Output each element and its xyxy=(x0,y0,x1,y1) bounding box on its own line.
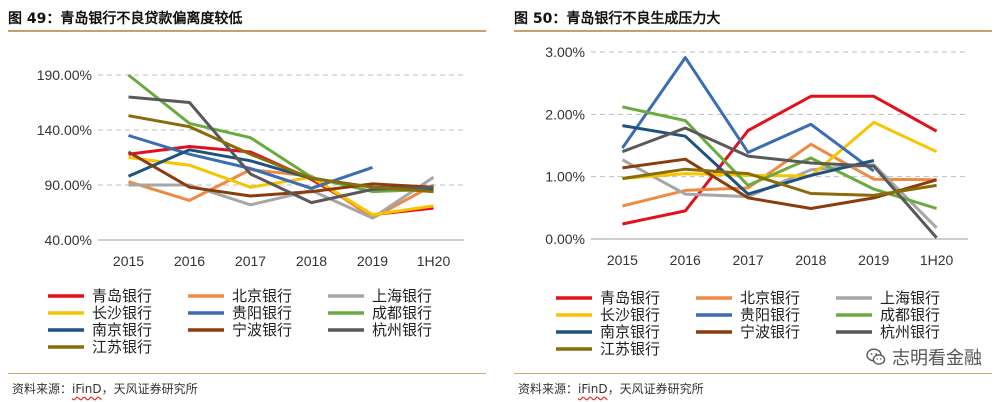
legend-label: 北京银行 xyxy=(232,287,292,305)
source-prefix: 资料来源： xyxy=(518,382,579,396)
series-line xyxy=(621,56,875,173)
legend-label: 北京银行 xyxy=(740,289,800,307)
source-note: 资料来源：iFinD，天风证券研究所 xyxy=(518,380,704,397)
legend-label: 杭州银行 xyxy=(880,323,940,341)
legend-label: 长沙银行 xyxy=(600,306,660,324)
chart-title: 图 50：青岛银行不良生成压力大 xyxy=(514,11,721,27)
chart-title: 图 49：青岛银行不良贷款偏离度较低 xyxy=(8,11,243,27)
x-tick-label: 2018 xyxy=(296,253,327,269)
wechat-icon xyxy=(866,348,886,365)
watermark: 志明看金融 xyxy=(866,344,982,370)
x-tick-label: 2019 xyxy=(858,252,889,268)
legend-label: 贵阳银行 xyxy=(740,306,800,324)
y-tick-label: 0.00% xyxy=(545,231,585,247)
y-tick-label: 40.00% xyxy=(45,232,92,248)
legend-label: 贵阳银行 xyxy=(232,304,292,322)
x-tick-label: 2017 xyxy=(235,253,266,269)
source-suffix: ，天风证券研究所 xyxy=(607,382,704,396)
y-tick-label: 3.00% xyxy=(545,44,585,60)
x-tick-label: 2019 xyxy=(357,253,388,269)
series-line xyxy=(127,73,434,194)
source-suffix: ，天风证券研究所 xyxy=(101,382,198,396)
title-divider xyxy=(514,30,992,32)
x-tick-label: 2018 xyxy=(795,252,826,268)
title-divider xyxy=(8,30,486,32)
legend-label: 南京银行 xyxy=(92,321,152,339)
legend-label: 成都银行 xyxy=(880,306,940,324)
series-line xyxy=(622,94,938,226)
series-line xyxy=(622,120,938,180)
legend-label: 上海银行 xyxy=(372,287,432,305)
x-tick-label: 2016 xyxy=(174,253,205,269)
series-line xyxy=(128,114,434,194)
x-tick-label: 2015 xyxy=(113,253,144,269)
footer-divider xyxy=(8,373,486,374)
footer-divider xyxy=(514,373,992,374)
series-line xyxy=(621,126,938,239)
x-tick-label: 2015 xyxy=(607,252,638,268)
line-chart-npl-generation: 0.00% 1.00% 2.00% 3.00% 2015 2016 2017 2018 2019… xyxy=(545,44,968,358)
series-line xyxy=(128,176,435,220)
legend-label: 长沙银行 xyxy=(92,304,152,322)
series-line xyxy=(622,124,875,196)
legend-label: 上海银行 xyxy=(880,289,940,307)
source-note: 资料来源：iFinD，天风证券研究所 xyxy=(12,380,198,397)
y-tick-label: 1.00% xyxy=(545,169,585,185)
legend-label: 江苏银行 xyxy=(600,340,660,358)
right-chart-panel: 图 50：青岛银行不良生成压力大 0.00% 1.00% 2.00% 3.00% 201… xyxy=(514,0,992,402)
legend-label: 江苏银行 xyxy=(92,338,152,356)
y-tick-label: 190.00% xyxy=(37,67,92,83)
legend-label: 青岛银行 xyxy=(600,289,660,307)
legend-label: 宁波银行 xyxy=(232,321,292,339)
line-chart-npl-deviation: 40.00% 90.00% 140.00% 190.00% 2015 2016 2017 20… xyxy=(37,67,464,356)
source-ifind: iFinD xyxy=(578,382,608,396)
series-line xyxy=(622,167,937,197)
legend-label: 青岛银行 xyxy=(92,287,152,305)
series-line xyxy=(128,156,434,217)
y-tick-label: 90.00% xyxy=(45,177,92,193)
x-tick-label: 1H20 xyxy=(920,252,954,268)
legend-label: 南京银行 xyxy=(600,323,660,341)
legend-label: 成都银行 xyxy=(372,304,432,322)
series-line xyxy=(127,150,434,198)
legend-label: 宁波银行 xyxy=(740,323,800,341)
source-ifind: iFinD xyxy=(72,382,102,396)
x-tick-label: 2016 xyxy=(670,252,701,268)
y-tick-label: 140.00% xyxy=(37,122,92,138)
watermark-text: 志明看金融 xyxy=(892,348,982,369)
left-chart-panel: 图 49：青岛银行不良贷款偏离度较低 40.00% 90.00% 140.00% 19… xyxy=(8,0,486,402)
legend-label: 杭州银行 xyxy=(372,321,432,339)
y-tick-label: 2.00% xyxy=(545,106,585,122)
x-tick-label: 2017 xyxy=(733,252,764,268)
x-tick-label: 1H20 xyxy=(417,253,451,269)
source-prefix: 资料来源： xyxy=(12,382,73,396)
